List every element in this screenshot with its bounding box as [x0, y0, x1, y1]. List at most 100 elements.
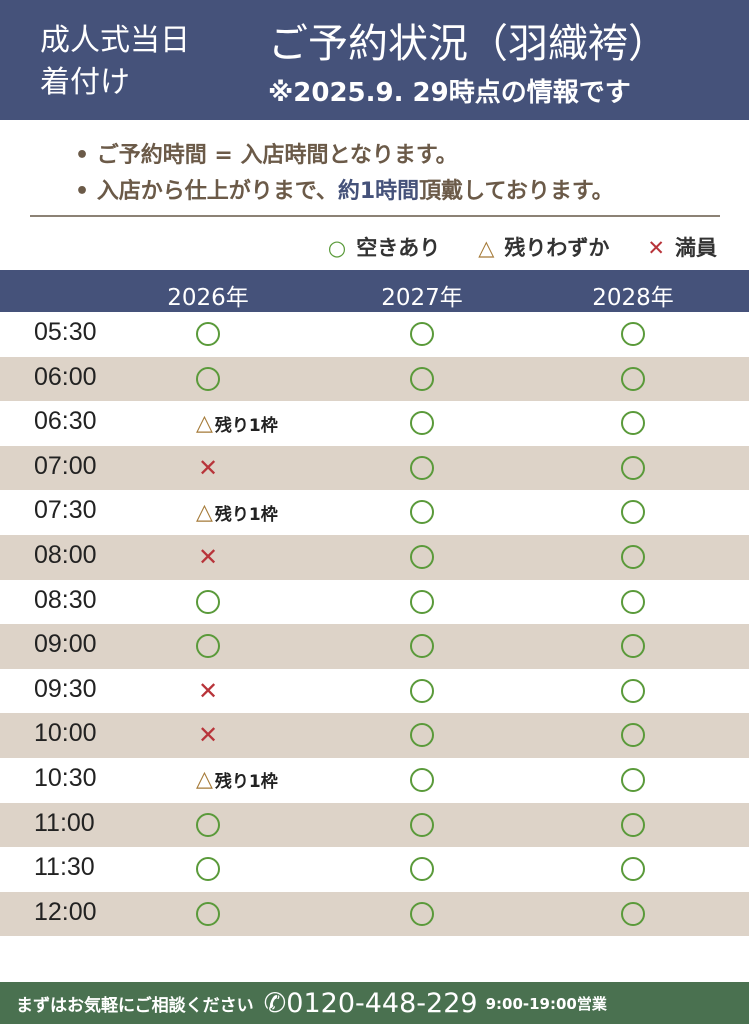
circle-icon [410, 678, 434, 703]
circle-icon [621, 812, 645, 837]
circle-icon [621, 544, 645, 569]
table-row: 09:00 [0, 624, 749, 669]
table-row: 07:00 ✕ [0, 445, 749, 491]
status-cell [621, 892, 645, 936]
cross-icon: ✕ [197, 676, 219, 705]
status-cell [410, 758, 434, 802]
circle-icon [621, 678, 645, 703]
status-cell [410, 669, 434, 713]
status-cell [410, 803, 434, 847]
time-slot: 07:00 [34, 451, 97, 480]
circle-icon [196, 322, 220, 346]
table-row: 06:00 [0, 356, 749, 402]
status-cell [410, 357, 434, 401]
legend-few: △ 残りわずか [478, 232, 609, 262]
circle-icon [621, 322, 645, 346]
circle-icon [410, 812, 434, 837]
time-slot: 05:30 [34, 318, 97, 346]
time-slot: 08:00 [34, 540, 97, 569]
table-row: 10:00 ✕ [0, 713, 749, 758]
status-cell [621, 401, 645, 445]
circle-icon [196, 589, 220, 614]
circle-icon [621, 455, 645, 480]
circle-icon [410, 857, 434, 882]
circle-icon [196, 634, 220, 659]
status-cell [621, 803, 645, 847]
time-slot: 08:30 [34, 585, 97, 614]
status-cell [410, 535, 434, 579]
header: 成人式当日 着付け ご予約状況（羽織袴） ※2025.9. 29時点の情報です [0, 0, 749, 120]
circle-icon [410, 455, 434, 480]
time-slot: 11:30 [34, 853, 95, 882]
legend-few-label: 残りわずか [504, 236, 610, 260]
status-cell: ✕ [196, 713, 220, 757]
business-hours: 9:00-19:00営業 [485, 994, 607, 1013]
status-cell [621, 758, 645, 802]
status-cell [410, 401, 434, 445]
circle-icon [621, 366, 645, 391]
circle-icon [621, 901, 645, 926]
time-slot: 11:00 [34, 808, 95, 837]
time-slot: 10:00 [34, 719, 97, 748]
time-slot: 12:00 [34, 897, 97, 926]
circle-icon [196, 901, 220, 926]
note-2-pre: • 入店から仕上がりまで、 [75, 179, 338, 204]
event-label: 成人式当日 着付け [40, 20, 190, 104]
table-row: 08:00 ✕ [0, 534, 749, 580]
status-cell: ✕ [196, 669, 220, 713]
status-cell [196, 892, 220, 936]
status-cell [410, 312, 434, 356]
status-cell [196, 312, 220, 356]
status-cell [410, 624, 434, 668]
circle-icon [196, 366, 220, 391]
table-row: 06:30 △ 残り1枠 [0, 401, 749, 446]
cross-icon: ✕ [197, 453, 219, 482]
circle-icon [621, 767, 645, 792]
circle-icon [410, 322, 434, 346]
status-cell [410, 713, 434, 757]
status-cell [410, 580, 434, 624]
triangle-icon: △ [196, 767, 213, 793]
page-title: ご予約状況（羽織袴） [268, 21, 668, 67]
status-cell [621, 446, 645, 490]
few-label: 残り1枠 [214, 772, 278, 793]
circle-icon [410, 767, 434, 792]
triangle-icon: △ [478, 236, 495, 260]
legend: ○ 空きあり △ 残りわずか ✕ 満員 [328, 232, 717, 262]
event-label-line2: 着付け [40, 65, 130, 100]
table-row: 11:00 [0, 802, 749, 848]
status-cell [196, 803, 220, 847]
time-slot: 07:30 [34, 496, 97, 525]
note-2-post: 頂戴しております。 [419, 179, 614, 204]
circle-icon [621, 500, 645, 525]
time-slot: 09:30 [34, 674, 97, 703]
few-label: 残り1枠 [214, 415, 278, 436]
status-cell [621, 713, 645, 757]
status-cell [196, 847, 220, 891]
table-row: 08:30 [0, 580, 749, 625]
status-cell [621, 535, 645, 579]
notes: • ご予約時間 = 入店時間となります。 • 入店から仕上がりまで、約1時間頂戴… [75, 138, 614, 210]
circle-icon [621, 634, 645, 659]
status-cell [410, 847, 434, 891]
year-header: 2026年 [167, 285, 249, 311]
status-cell [410, 490, 434, 534]
legend-full: ✕ 満員 [647, 232, 717, 262]
few-label: 残り1枠 [214, 504, 278, 525]
cross-icon: ✕ [197, 542, 219, 571]
circle-icon [410, 634, 434, 659]
year-header: 2027年 [381, 285, 463, 311]
status-cell [196, 357, 220, 401]
year-header: 2028年 [592, 285, 674, 311]
triangle-icon: △ [196, 410, 213, 436]
legend-full-label: 満員 [675, 236, 717, 260]
table-row: 11:30 [0, 847, 749, 892]
divider [30, 215, 720, 217]
time-slot: 09:00 [34, 630, 97, 659]
status-cell: △ 残り1枠 [196, 758, 278, 802]
status-cell [196, 624, 220, 668]
status-cell: △ 残り1枠 [196, 490, 278, 534]
triangle-icon: △ [196, 499, 213, 525]
circle-icon [621, 723, 645, 748]
phone-link[interactable]: ✆0120-448-229 [264, 988, 478, 1019]
